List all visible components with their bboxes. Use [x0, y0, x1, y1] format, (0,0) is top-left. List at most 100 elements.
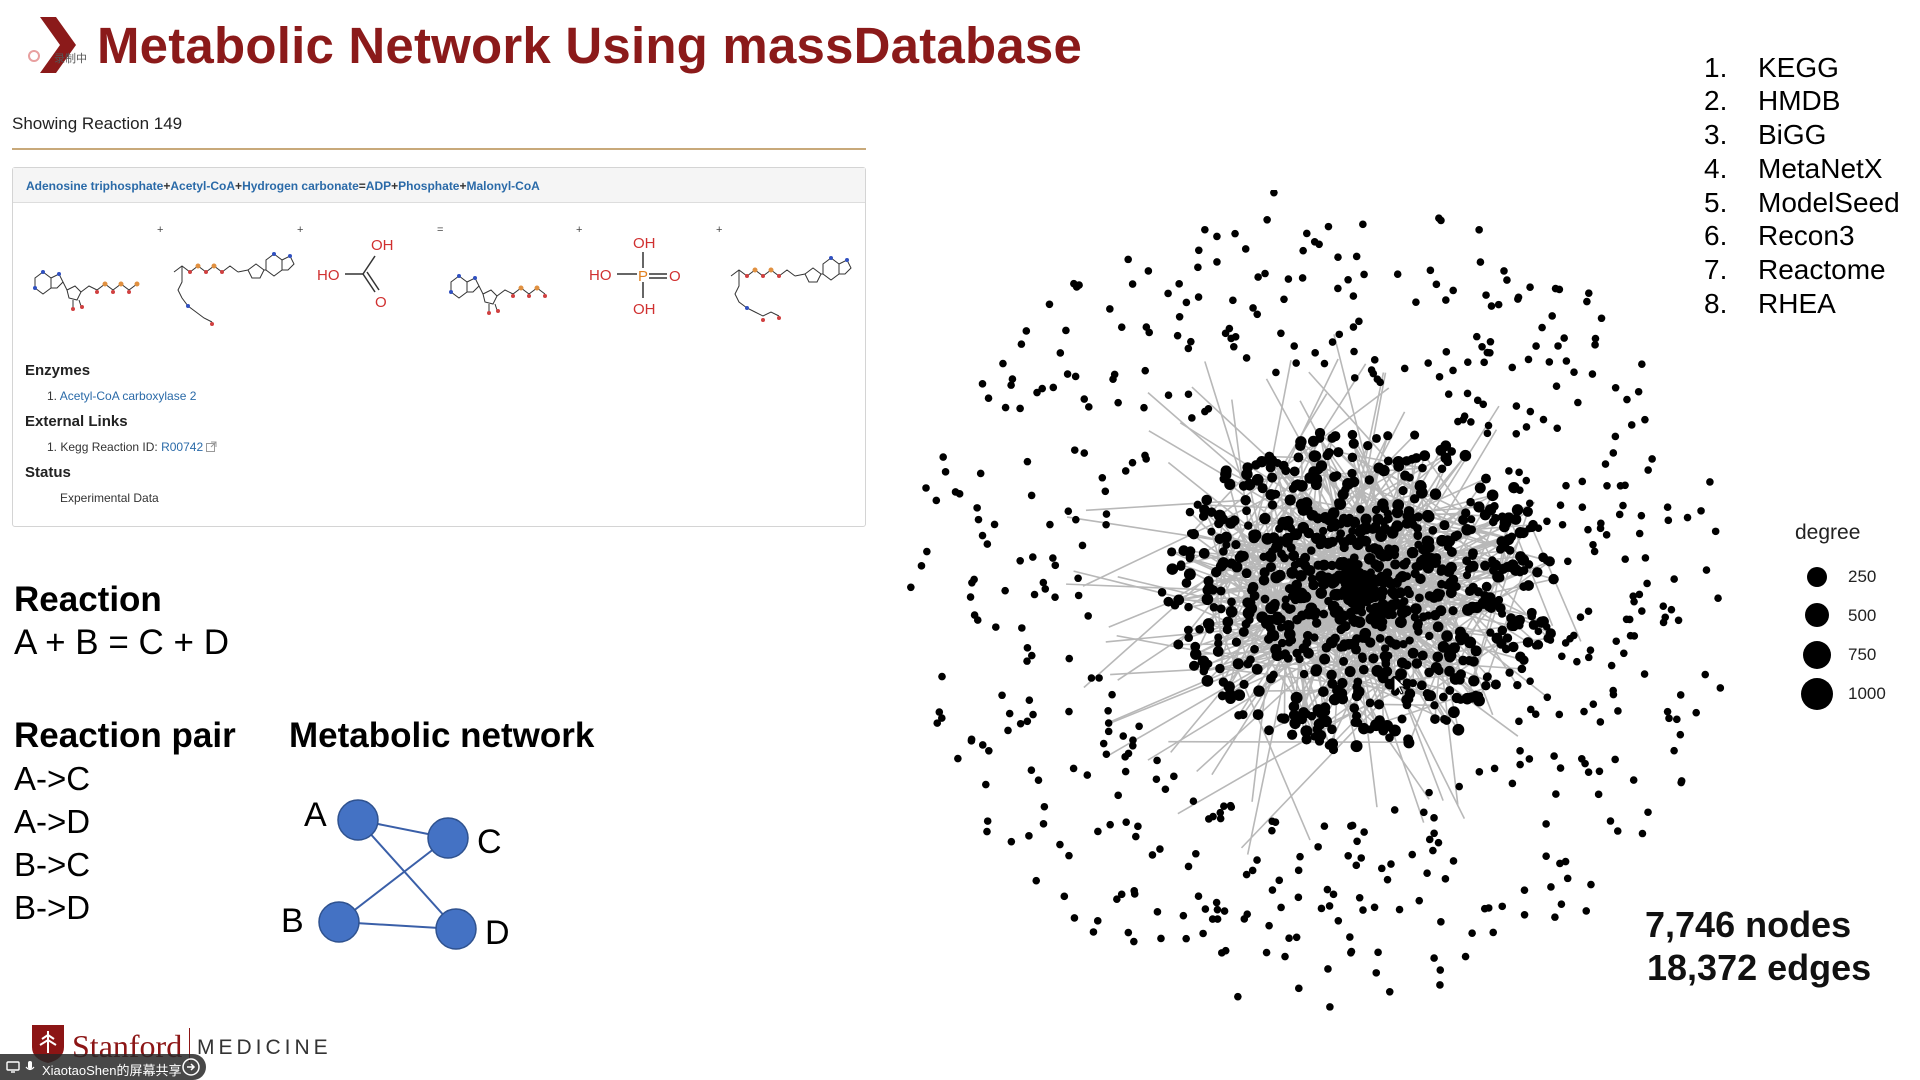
network-node	[1621, 555, 1630, 563]
network-node	[1164, 391, 1173, 400]
network-node	[1275, 524, 1284, 533]
network-node	[983, 540, 992, 548]
network-node	[1108, 690, 1116, 699]
network-node	[1293, 452, 1304, 463]
network-node	[1396, 657, 1408, 669]
network-node	[1336, 529, 1346, 538]
network-node	[1110, 370, 1119, 379]
network-node	[1365, 544, 1374, 553]
network-node	[1370, 903, 1379, 912]
network-node	[1209, 602, 1219, 612]
network-node	[1470, 645, 1482, 657]
network-node	[1157, 587, 1167, 597]
network-node	[990, 520, 999, 529]
network-node	[1576, 613, 1585, 622]
network-node	[1602, 531, 1611, 539]
network-node	[1416, 680, 1427, 691]
network-node	[1407, 647, 1419, 659]
network-node	[1395, 572, 1406, 583]
network-node	[1182, 934, 1190, 943]
network-node	[1183, 568, 1196, 581]
reactant-acetyl-coa-link[interactable]: Acetyl-CoA	[170, 179, 236, 193]
arrow-right-circle-icon[interactable]	[182, 1058, 200, 1076]
network-edge	[1220, 565, 1298, 654]
network-node	[1635, 590, 1644, 599]
network-node	[1580, 707, 1588, 716]
network-node	[985, 747, 993, 755]
network-node	[1428, 525, 1438, 535]
network-node	[1430, 954, 1438, 962]
network-node	[1040, 802, 1049, 811]
network-node	[1189, 660, 1200, 671]
network-node	[1205, 624, 1215, 634]
network-node	[1635, 529, 1644, 538]
network-node	[1323, 515, 1334, 526]
network-node	[1325, 902, 1334, 910]
network-node	[1327, 560, 1337, 571]
network-node	[1670, 575, 1678, 583]
network-node	[1234, 992, 1242, 1001]
network-node	[1287, 604, 1296, 613]
external-link-icon[interactable]	[206, 441, 217, 452]
network-node	[1253, 856, 1261, 864]
network-node	[1279, 713, 1290, 724]
network-node	[1390, 806, 1399, 814]
network-node	[1016, 719, 1025, 728]
reactant-atp-link[interactable]: Adenosine triphosphate	[26, 179, 164, 193]
product-phosphate-link[interactable]: Phosphate	[398, 179, 460, 193]
reaction-panel-header: Adenosine triphosphate+Acetyl-CoA+Hydrog…	[13, 168, 865, 203]
network-node	[1321, 707, 1331, 717]
network-node	[1454, 417, 1462, 426]
network-node	[1410, 603, 1422, 615]
network-node	[1371, 664, 1384, 677]
network-node	[970, 575, 978, 584]
network-node	[1201, 593, 1214, 606]
network-node	[1437, 918, 1445, 926]
edge-count: 18,372 edges	[1647, 947, 1872, 988]
reactant-bicarbonate-link[interactable]: Hydrogen carbonate	[242, 179, 359, 193]
reaction-heading: Reaction	[14, 580, 162, 619]
network-node	[1449, 857, 1458, 865]
network-node	[1242, 462, 1253, 473]
network-node	[1476, 258, 1485, 266]
database-item: 3. BiGG	[1704, 119, 1827, 150]
product-malonyl-coa-link[interactable]: Malonyl-CoA	[466, 179, 540, 193]
network-node	[1634, 387, 1643, 396]
network-node	[1142, 455, 1150, 463]
product-adp-link[interactable]: ADP	[365, 179, 392, 193]
network-node	[1524, 355, 1533, 364]
network-node	[1128, 458, 1137, 467]
kegg-reaction-link[interactable]: R00742	[161, 440, 204, 454]
network-node	[1098, 473, 1107, 482]
network-node	[1584, 525, 1592, 534]
network-node	[1566, 634, 1574, 643]
network-node	[1364, 475, 1375, 485]
network-node	[1389, 550, 1400, 560]
network-node	[1113, 895, 1121, 904]
network-node	[1554, 342, 1562, 350]
network-node	[1323, 537, 1335, 549]
network-node	[1491, 513, 1500, 523]
network-node	[1701, 670, 1710, 679]
network-node	[1424, 667, 1434, 678]
network-edge	[1168, 740, 1410, 743]
database-item: 4. MetaNetX	[1704, 153, 1883, 184]
network-node	[1595, 767, 1604, 776]
network-node	[1027, 766, 1036, 775]
network-node	[1442, 296, 1450, 304]
network-node	[1596, 718, 1605, 726]
network-node	[1597, 519, 1605, 528]
network-node	[1089, 928, 1098, 936]
phosphate-structure: HO P O OH OH	[589, 235, 681, 318]
network-node	[1531, 710, 1540, 719]
network-node	[1060, 892, 1069, 901]
database-item: 6. Recon3	[1704, 220, 1855, 251]
network-node	[951, 488, 960, 496]
screen-share-bar[interactable]	[0, 1054, 206, 1080]
enzyme-link[interactable]: Acetyl-CoA carboxylase 2	[59, 389, 197, 403]
network-node	[1523, 580, 1534, 591]
network-node	[1483, 672, 1492, 681]
network-node	[1515, 468, 1523, 477]
network-node	[1355, 524, 1368, 536]
network-node	[1128, 280, 1137, 288]
